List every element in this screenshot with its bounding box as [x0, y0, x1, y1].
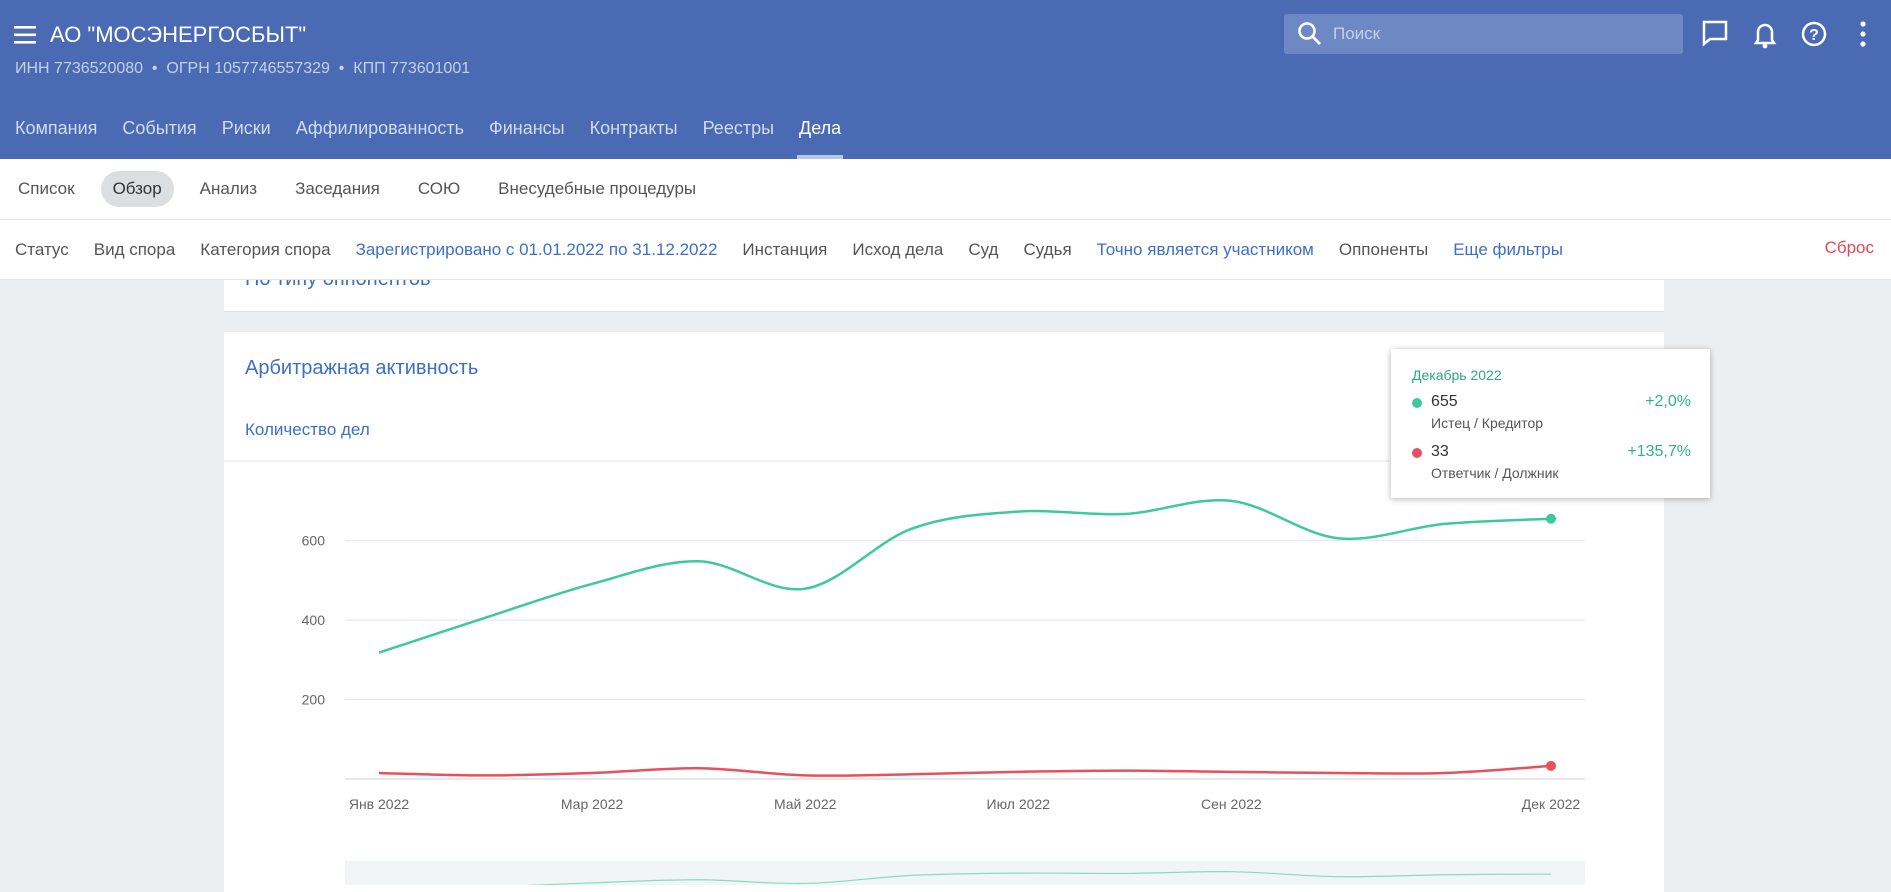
header: АО "МОСЭНЕРГОСБЫТ" ИНН 7736520080 • ОГРН…: [0, 0, 1891, 159]
x-tick-label: Май 2022: [774, 796, 837, 812]
filter[interactable]: Вид спора: [93, 239, 176, 259]
tooltip-series-name: Истец / Кредитор: [1431, 415, 1544, 431]
more-icon[interactable]: [1860, 21, 1866, 47]
sub-tab[interactable]: Заседания: [295, 179, 380, 198]
nav-tab[interactable]: События: [122, 118, 197, 138]
sub-tab[interactable]: Внесудебные процедуры: [498, 179, 697, 198]
nav-tab[interactable]: Компания: [15, 118, 98, 138]
sub-tabs: Список Обзор Анализ Заседания СОЮ Внесудебные…: [0, 159, 1891, 220]
tooltip-dot: [1412, 398, 1422, 408]
filter[interactable]: Еще фильтры: [1453, 239, 1563, 259]
company-ids: ИНН 7736520080 • ОГРН 1057746557329 • КП…: [15, 60, 471, 77]
main-nav: Компания События Риски Аффилированность Фина…: [15, 118, 844, 159]
filter[interactable]: Категория спора: [200, 239, 331, 259]
sub-tab[interactable]: СОЮ: [417, 179, 461, 198]
chart-title: Арбитражная активность: [245, 357, 478, 379]
filters: Статус Вид спора Категория спора Зарегистри…: [0, 220, 1891, 280]
x-tick-label: Июл 2022: [987, 796, 1051, 812]
nav-tab[interactable]: Финансы: [489, 118, 565, 138]
nav-tab[interactable]: Аффилированность: [295, 118, 465, 138]
x-tick-label: Дек 2022: [1522, 796, 1581, 812]
reset-filters[interactable]: Сброс: [1824, 238, 1874, 257]
x-tick-label: Янв 2022: [349, 796, 410, 812]
filter[interactable]: Суд: [968, 239, 999, 259]
nav-tab[interactable]: Контракты: [589, 118, 678, 138]
navigator-line: [378, 870, 1552, 892]
tooltip: Декабрь 2022 655 Истец / Кредитор +2,0% 33 О…: [1391, 349, 1710, 498]
series-marker: [1546, 760, 1556, 771]
previous-card: По типу оппонентов: [224, 280, 1664, 312]
search-box[interactable]: Поиск: [1284, 14, 1683, 54]
series-marker: [1546, 513, 1556, 524]
header-icons: ?: [1702, 20, 1866, 49]
filter[interactable]: Судья: [1023, 239, 1072, 259]
tooltip-title: Декабрь 2022: [1412, 367, 1502, 383]
series-line: [378, 764, 1552, 777]
menu-icon[interactable]: [14, 25, 38, 45]
tooltip-value: 33: [1431, 443, 1449, 460]
filter[interactable]: Оппоненты: [1338, 239, 1429, 259]
tooltip-value: 655: [1431, 393, 1458, 410]
help-icon[interactable]: ?: [1801, 21, 1827, 47]
x-tick-label: Мар 2022: [561, 796, 624, 812]
nav-tab[interactable]: Риски: [221, 118, 271, 138]
y-tick-label: 400: [302, 612, 326, 628]
search-placeholder: Поиск: [1333, 24, 1381, 43]
tooltip-series-name: Ответчик / Должник: [1431, 465, 1559, 481]
previous-card-title: По типу оппонентов: [245, 280, 431, 291]
chat-icon[interactable]: [1702, 20, 1728, 47]
nav-tab[interactable]: Дела: [797, 118, 844, 159]
tooltip-change: +135,7%: [1627, 443, 1691, 460]
y-tick-label: 600: [302, 533, 326, 549]
tooltip-dot: [1412, 448, 1422, 458]
search-icon: [1298, 22, 1321, 45]
filter[interactable]: Инстанция: [742, 239, 828, 259]
sub-tab[interactable]: Список: [18, 179, 75, 198]
filter[interactable]: Статус: [15, 239, 69, 259]
chart-subtitle: Количество дел: [245, 420, 370, 439]
company-title: АО "МОСЭНЕРГОСБЫТ": [50, 22, 307, 47]
tooltip-change: +2,0%: [1645, 393, 1691, 410]
nav-tab[interactable]: Реестры: [702, 118, 775, 138]
sub-tab[interactable]: Анализ: [199, 179, 258, 198]
filter[interactable]: Исход дела: [852, 239, 944, 259]
filter[interactable]: Зарегистрировано с 01.01.2022 по 31.12.2…: [355, 239, 718, 259]
bell-icon[interactable]: [1753, 23, 1777, 49]
navigator: [345, 861, 1585, 892]
svg-text:?: ?: [1809, 27, 1819, 44]
x-tick-label: Сен 2022: [1201, 796, 1262, 812]
filter[interactable]: Точно является участником: [1096, 239, 1314, 259]
y-tick-label: 200: [302, 692, 326, 708]
series-line: [378, 498, 1552, 654]
sub-tab[interactable]: Обзор: [100, 171, 174, 207]
